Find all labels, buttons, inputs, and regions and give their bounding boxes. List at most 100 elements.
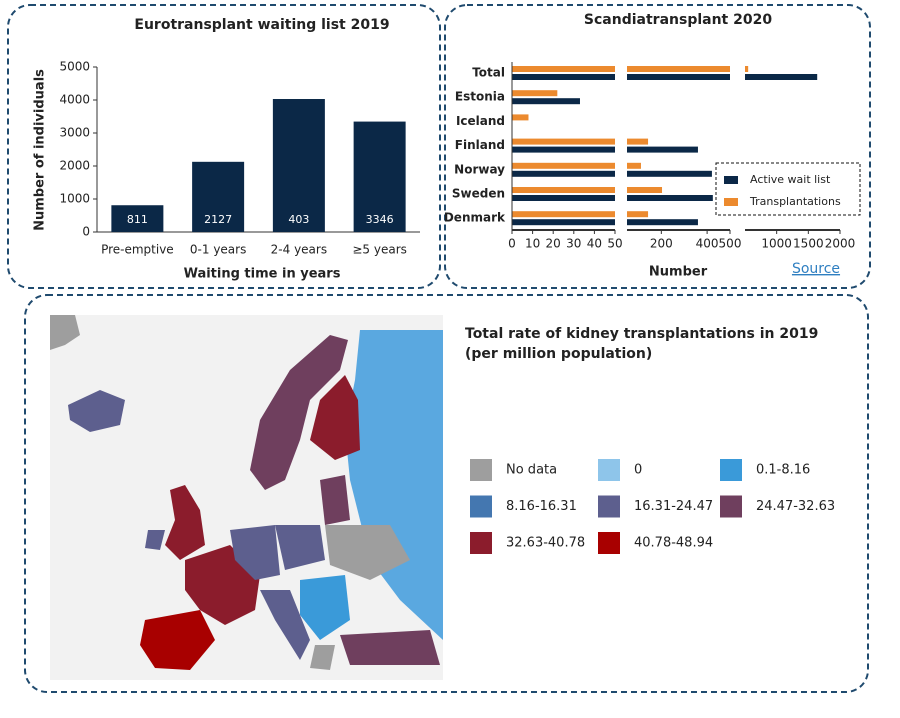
map-title-line: Total rate of kidney transplantations in… [465,326,818,342]
bar [512,187,663,193]
bar [111,205,164,232]
x-tick-label: 10 [525,237,540,251]
legend-swatch [470,532,492,554]
value-label: 403 [288,213,309,226]
panel [24,294,869,693]
bar [512,90,558,97]
country [165,485,205,560]
country [250,335,348,490]
country [230,525,280,580]
x-tick-label: ≥5 years [352,243,407,257]
x-tick-label: 0 [508,237,516,251]
x-tick-label: 200 [650,237,673,251]
country [325,525,410,580]
value-label: 3346 [366,213,394,226]
legend-swatch [598,459,620,481]
x-tick-label: 2000 [825,237,856,251]
x-axis-label: Number [649,265,708,280]
legend-swatch [598,532,620,554]
map-title-line: (per million population) [465,346,652,362]
x-tick-label: 400 [696,237,719,251]
bar [512,211,649,218]
y-tick-label: Norway [454,162,505,176]
legend-label: 0 [634,463,642,478]
y-tick-label: Denmark [444,211,506,225]
country [320,475,350,525]
legend-label: Transplantations [749,195,841,208]
y-axis-label: Number of individuals [33,69,48,231]
x-tick-label: 1000 [761,237,792,251]
chart-title: Scandiatransplant 2020 [584,12,772,28]
legend-swatch [470,459,492,481]
y-tick-label: 1000 [59,192,90,206]
x-tick-label: 30 [566,237,581,251]
legend-swatch [724,198,738,206]
x-tick-label: 1500 [793,237,824,251]
x-axis-label: Waiting time in years [184,267,341,282]
bar [512,146,698,153]
legend-swatch [724,176,738,184]
country [68,390,125,432]
y-tick-label: Sweden [452,187,505,201]
source-link[interactable]: Source [792,261,840,277]
bar [512,162,641,169]
x-tick-label: Pre-emptive [101,243,174,257]
bar [512,195,713,201]
country [310,645,335,670]
country [145,530,165,550]
y-tick-label: Finland [455,138,505,152]
y-tick-label: 2000 [59,159,90,173]
legend-label: 16.31-24.47 [634,499,713,514]
country [310,375,360,460]
bar [512,66,749,72]
axis-break [615,62,627,240]
panel [7,4,441,289]
map-title: Total rate of kidney transplantations in… [465,326,818,362]
y-tick-label: 4000 [59,93,90,107]
legend-swatch [470,495,492,518]
bar [512,170,712,177]
legend-label: 40.78-48.94 [634,536,713,551]
legend-label: Active wait list [750,173,831,186]
bar [192,161,245,232]
x-tick-label: 500 [719,237,742,251]
country [275,525,325,570]
y-tick-label: 0 [82,225,90,239]
y-tick-label: Iceland [456,114,505,128]
x-tick-label: 40 [587,237,602,251]
value-label: 2127 [204,213,232,226]
x-tick-label: 2-4 years [271,243,327,257]
legend-box [715,162,861,216]
legend-label: 32.63-40.78 [506,536,585,551]
legend-swatch [720,459,742,481]
country [340,630,440,665]
chart-title: Eurotransplant waiting list 2019 [134,17,389,33]
map [50,315,443,680]
bar [512,98,580,105]
y-tick-label: Estonia [455,90,505,104]
legend-swatch [720,495,742,518]
country [50,315,80,350]
country [300,575,350,640]
x-tick-label: 0-1 years [190,243,246,257]
country [345,330,443,640]
legend-swatch [598,495,620,518]
y-tick-label: 3000 [59,126,90,140]
country [140,610,215,670]
bar [512,74,818,80]
bar [272,99,325,232]
bar [512,219,698,226]
panel [444,4,871,289]
bar [512,114,529,121]
x-tick-label: 50 [607,237,622,251]
value-label: 811 [127,213,148,226]
legend-label: 0.1-8.16 [756,463,810,478]
y-tick-label: Total [472,66,505,80]
legend-label: No data [506,463,557,478]
bar [353,121,406,232]
bar [512,138,649,145]
x-tick-label: 20 [546,237,561,251]
legend-label: 24.47-32.63 [756,499,835,514]
legend-label: 8.16-16.31 [506,499,577,514]
